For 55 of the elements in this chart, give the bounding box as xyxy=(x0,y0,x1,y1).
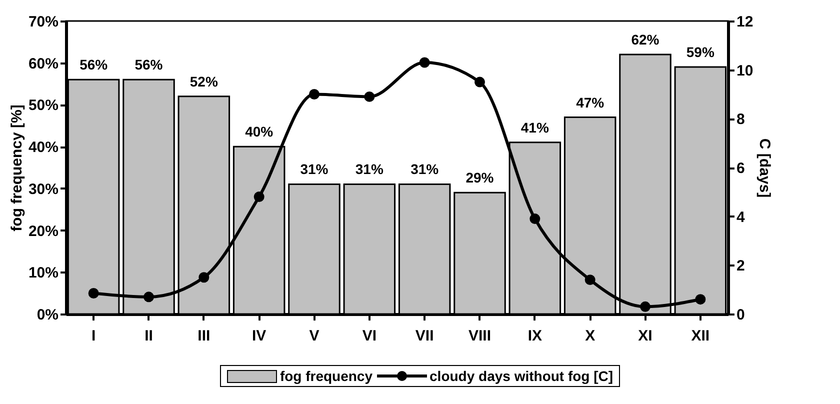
x-tick-label: VII xyxy=(415,328,434,344)
y2-tick-label: 2 xyxy=(736,258,745,275)
data-label: 47% xyxy=(576,94,605,110)
point xyxy=(695,294,706,305)
x-tick-label: IX xyxy=(528,328,542,344)
point xyxy=(364,91,375,102)
y2-tick-label: 12 xyxy=(736,14,754,30)
data-label: 31% xyxy=(355,161,384,178)
point xyxy=(530,214,540,224)
y2-axis-title: C [days] xyxy=(756,138,774,198)
point xyxy=(640,301,650,312)
data-label: 52% xyxy=(190,73,218,90)
y2-tick-label: 10 xyxy=(736,62,754,80)
data-label: 29% xyxy=(466,170,494,186)
y2-tick-label: 0 xyxy=(736,306,745,324)
x-tick-label: V xyxy=(309,328,320,344)
y-tick-label: 0% xyxy=(36,306,58,324)
point xyxy=(198,272,210,283)
x-tick-label: X xyxy=(585,328,596,344)
data-label: 56% xyxy=(80,56,108,73)
data-label: 31% xyxy=(300,161,329,178)
y-tick-label: 20% xyxy=(28,222,58,240)
data-label: 40% xyxy=(245,124,274,140)
x-tick-label: VIII xyxy=(468,328,492,344)
x-tick-label: XI xyxy=(638,328,652,344)
y-tick-label: 40% xyxy=(28,139,58,156)
data-label: 59% xyxy=(686,44,715,60)
x-tick-label: IV xyxy=(252,328,266,344)
y2-tick-label: 8 xyxy=(736,111,745,128)
y2-tick-label: 6 xyxy=(736,160,745,177)
y-tick-label: 10% xyxy=(28,264,58,282)
point xyxy=(419,57,430,68)
y-axis-title: fog frequency [%] xyxy=(8,104,26,232)
point xyxy=(88,288,99,298)
point xyxy=(254,192,264,202)
point xyxy=(584,274,596,286)
x-tick-label: VI xyxy=(362,328,377,344)
data-label: 31% xyxy=(410,161,440,178)
legend-label: fog frequency xyxy=(280,368,373,384)
data-label: 41% xyxy=(520,119,550,136)
point xyxy=(309,89,320,100)
data-label: 62% xyxy=(631,31,660,48)
x-tick-label: I xyxy=(91,328,96,344)
x-tick-label: III xyxy=(198,328,210,344)
y-tick-label: 30% xyxy=(28,180,58,198)
x-tick-label: XII xyxy=(691,328,710,344)
data-label: 56% xyxy=(134,56,164,73)
y-tick-label: 70% xyxy=(28,14,58,30)
x-tick-label: II xyxy=(144,328,153,344)
point xyxy=(144,292,154,302)
y-tick-label: 60% xyxy=(28,55,58,72)
y-tick-label: 50% xyxy=(28,97,58,114)
point xyxy=(474,76,485,88)
legend-label: cloudy days without fog [C] xyxy=(430,368,614,384)
y2-tick-label: 4 xyxy=(736,208,746,226)
